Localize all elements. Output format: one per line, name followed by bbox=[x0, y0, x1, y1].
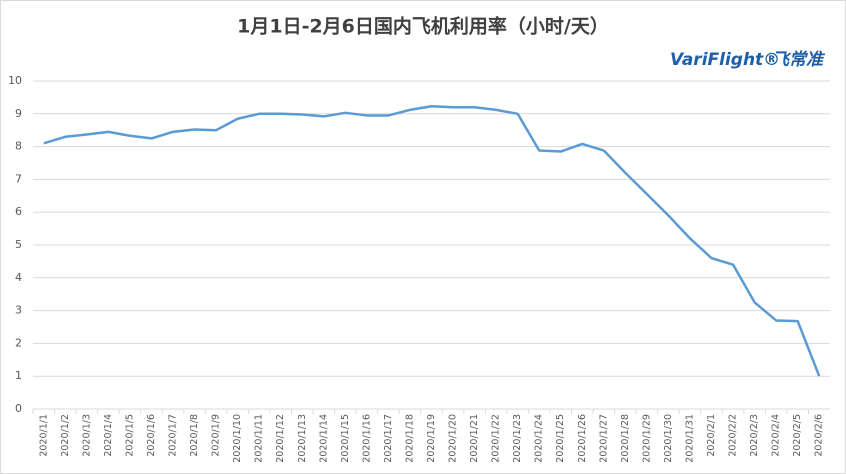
y-tick-label: 1 bbox=[15, 369, 22, 382]
x-tick-label: 2020/1/20 bbox=[448, 414, 459, 463]
y-tick-label: 9 bbox=[15, 107, 22, 120]
x-tick-label: 2020/2/1 bbox=[706, 414, 717, 457]
x-tick-label: 2020/1/1 bbox=[38, 414, 49, 457]
x-tick-label: 2020/1/3 bbox=[81, 414, 92, 457]
x-tick-label: 2020/2/5 bbox=[792, 414, 803, 457]
x-tick-label: 2020/1/2 bbox=[60, 414, 71, 457]
y-tick-label: 5 bbox=[15, 238, 22, 251]
y-tick-label: 6 bbox=[15, 205, 22, 218]
logo-cn: 飞常准 bbox=[772, 50, 826, 70]
y-tick-label: 0 bbox=[15, 402, 22, 415]
x-tick-label: 2020/1/15 bbox=[340, 414, 351, 463]
x-tick-label: 2020/1/22 bbox=[491, 414, 502, 463]
x-tick-label: 2020/1/29 bbox=[641, 414, 652, 463]
x-tick-label: 2020/1/24 bbox=[534, 414, 545, 463]
x-tick-label: 2020/1/12 bbox=[275, 414, 286, 463]
x-tick-label: 2020/2/4 bbox=[771, 414, 782, 457]
x-tick-label: 2020/1/9 bbox=[211, 414, 222, 457]
x-tick-label: 2020/1/5 bbox=[124, 414, 135, 457]
x-tick-label: 2020/1/27 bbox=[598, 414, 609, 463]
y-tick-label: 10 bbox=[8, 74, 22, 87]
chart-title: 1月1日-2月6日国内飞机利用率（小时/天） bbox=[237, 15, 609, 38]
x-tick-label: 2020/2/3 bbox=[749, 414, 760, 457]
x-tick-label: 2020/1/23 bbox=[512, 414, 523, 463]
y-tick-label: 7 bbox=[15, 172, 22, 185]
x-tick-label: 2020/1/19 bbox=[426, 414, 437, 463]
logo: VariFlight® bbox=[670, 50, 780, 70]
x-tick-label: 2020/1/7 bbox=[168, 414, 179, 457]
x-tick-label: 2020/1/25 bbox=[555, 414, 566, 463]
x-tick-label: 2020/1/10 bbox=[232, 414, 243, 463]
x-tick-label: 2020/1/6 bbox=[146, 414, 157, 457]
x-tick-label: 2020/1/8 bbox=[189, 414, 200, 457]
x-tick-label: 2020/1/16 bbox=[361, 414, 372, 463]
x-tick-label: 2020/1/26 bbox=[577, 414, 588, 463]
x-tick-label: 2020/1/13 bbox=[297, 414, 308, 463]
x-tick-label: 2020/1/17 bbox=[383, 414, 394, 463]
x-tick-label: 2020/1/21 bbox=[469, 414, 480, 463]
x-tick-label: 2020/1/18 bbox=[404, 414, 415, 463]
x-tick-label: 2020/1/30 bbox=[663, 414, 674, 463]
x-tick-label: 2020/1/28 bbox=[620, 414, 631, 463]
data-line bbox=[43, 105, 821, 377]
y-tick-label: 2 bbox=[15, 336, 22, 349]
y-tick-label: 4 bbox=[15, 271, 22, 284]
x-tick-label: 2020/1/31 bbox=[684, 414, 695, 463]
x-tick-label: 2020/1/14 bbox=[318, 414, 329, 463]
x-tick-label: 2020/2/2 bbox=[728, 414, 739, 457]
y-tick-label: 8 bbox=[15, 140, 22, 153]
x-tick-label: 2020/2/6 bbox=[814, 414, 825, 457]
x-tick-label: 2020/1/11 bbox=[254, 414, 265, 463]
x-tick-label: 2020/1/4 bbox=[103, 414, 114, 457]
y-tick-label: 3 bbox=[15, 304, 22, 317]
